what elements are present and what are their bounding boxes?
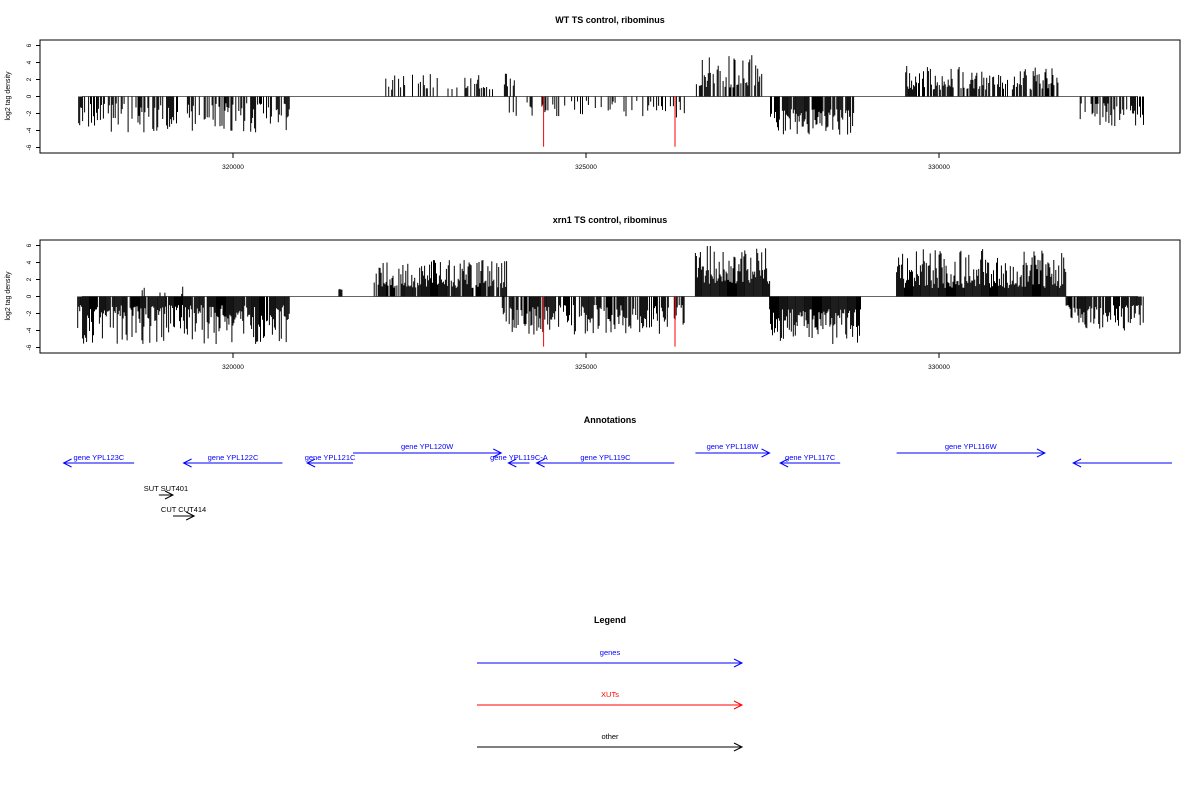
- legend-title: Legend: [594, 615, 626, 625]
- y-tick-label: 2: [26, 277, 33, 281]
- y-tick-label: -4: [26, 127, 33, 133]
- legend-arrowhead: [733, 700, 744, 710]
- legend-entry: XUTs: [477, 690, 744, 710]
- y-tick-label: 4: [26, 60, 33, 64]
- annotation-label: gene YPL118W: [707, 442, 760, 451]
- annotation-feature: [1072, 458, 1172, 468]
- legend-arrowhead: [733, 658, 744, 668]
- annotation-feature: gene YPL120W: [353, 442, 503, 458]
- annotation-label: gene YPL117C: [785, 453, 836, 462]
- annotation-label: gene YPL119C: [580, 453, 631, 462]
- annotation-feature: gene YPL121C: [305, 453, 356, 468]
- legend-label: other: [601, 732, 619, 741]
- y-tick-label: -6: [26, 344, 33, 350]
- annotation-feature: CUT CUT414: [161, 505, 206, 521]
- annotation-arrowhead: [1072, 458, 1082, 468]
- annotation-feature: gene YPL122C: [182, 453, 283, 468]
- annotation-label: gene YPL119C-A: [490, 453, 548, 462]
- annotations-title: Annotations: [584, 415, 637, 425]
- annotation-arrowhead: [779, 458, 789, 468]
- legend-label: XUTs: [601, 690, 619, 699]
- annotation-arrowhead: [761, 448, 771, 458]
- x-tick-label: 330000: [928, 164, 950, 171]
- x-tick-label: 325000: [575, 164, 597, 171]
- annotation-feature: gene YPL123C: [62, 453, 135, 468]
- x-tick-label: 320000: [222, 164, 244, 171]
- xrn1-panel-title: xrn1 TS control, ribominus: [553, 215, 668, 225]
- annotation-feature: gene YPL119C-A: [490, 453, 548, 468]
- y-tick-label: 2: [26, 77, 33, 81]
- annotation-label: gene YPL121C: [305, 453, 356, 462]
- xrn1-bars: [77, 246, 1144, 344]
- y-tick-label: 0: [26, 294, 33, 298]
- wt-x-axis: 320000 325000 330000: [222, 153, 950, 171]
- annotation-label: gene YPL123C: [73, 453, 124, 462]
- y-tick-label: -2: [26, 110, 33, 116]
- annotation-feature: gene YPL116W: [896, 442, 1047, 458]
- xrn1-y-axis-label: log2 tag density: [5, 271, 12, 321]
- annotation-arrowhead: [535, 458, 545, 468]
- x-tick-label: 325000: [575, 364, 597, 371]
- annotation-label: gene YPL122C: [208, 453, 259, 462]
- legend-arrowhead: [733, 742, 744, 752]
- wt-xut-highlights: [543, 96, 676, 147]
- annotation-feature: SUT SUT401: [144, 484, 188, 500]
- y-tick-label: 6: [26, 43, 33, 47]
- annotation-arrowhead: [306, 458, 316, 468]
- xrn1-x-axis: 320000 325000 330000: [222, 353, 950, 371]
- y-tick-label: -6: [26, 144, 33, 150]
- annotation-feature: gene YPL119C: [535, 453, 675, 468]
- y-tick-label: 4: [26, 260, 33, 264]
- annotation-label: CUT CUT414: [161, 505, 206, 514]
- legend-entry: other: [477, 732, 744, 752]
- x-tick-label: 330000: [928, 364, 950, 371]
- annotation-arrowhead: [493, 448, 503, 458]
- y-tick-label: -2: [26, 310, 33, 316]
- annotation-label: SUT SUT401: [144, 484, 188, 493]
- y-tick-label: 0: [26, 94, 33, 98]
- wt-y-axis-label: log2 tag density: [5, 71, 12, 121]
- legend-entry: genes: [477, 648, 744, 668]
- wt-bars: [78, 55, 1144, 135]
- annotation-arrowhead: [164, 490, 175, 500]
- annotation-arrowhead: [185, 511, 196, 521]
- annotation-feature: gene YPL118W: [695, 442, 771, 458]
- annotation-arrowhead: [507, 458, 517, 468]
- annotation-arrowhead: [182, 458, 192, 468]
- legend: genes XUTs other: [477, 648, 744, 752]
- xrn1-density-panel: xrn1 TS control, ribominus -6 -4 -2 0 2 4 6 32…: [5, 215, 1181, 371]
- wt-panel-title: WT TS control, ribominus: [555, 15, 665, 25]
- xrn1-xut-highlights: [543, 296, 676, 347]
- legend-label: genes: [600, 648, 621, 657]
- wt-y-axis: -6 -4 -2 0 2 4 6: [26, 43, 41, 150]
- annotation-label: gene YPL116W: [945, 442, 998, 451]
- annotation-arrowhead: [62, 458, 72, 468]
- xrn1-y-axis: -6 -4 -2 0 2 4 6: [26, 243, 41, 350]
- annotation-label: gene YPL120W: [401, 442, 454, 451]
- annotation-feature: gene YPL117C: [779, 453, 841, 468]
- y-tick-label: 6: [26, 243, 33, 247]
- annotation-arrowhead: [1036, 448, 1047, 458]
- y-tick-label: -4: [26, 327, 33, 333]
- wt-density-panel: WT TS control, ribominus -6 -4 -2 0 2 4 6 3200…: [5, 15, 1181, 171]
- x-tick-label: 320000: [222, 364, 244, 371]
- annotation-track: gene YPL123C gene YPL122C gene YPL121C gene…: [62, 442, 1172, 521]
